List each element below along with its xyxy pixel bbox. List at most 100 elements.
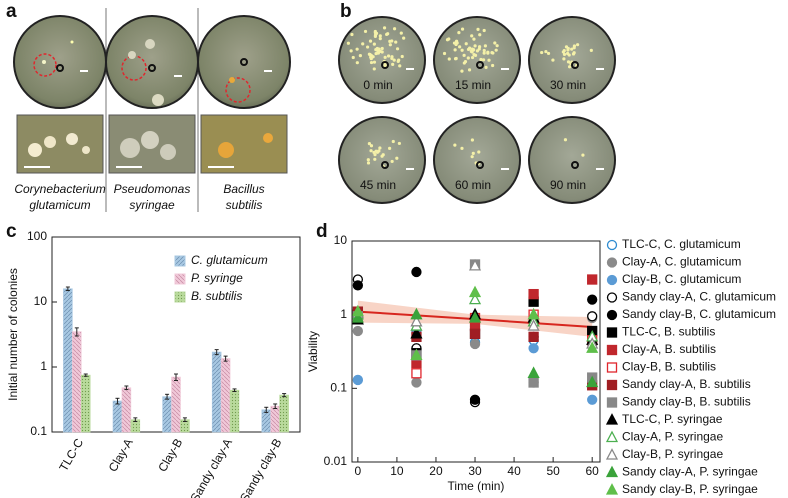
marker [351,304,364,317]
y-axis-label: Initial number of colonies [6,268,20,401]
x-tick-label: 20 [429,464,443,478]
colony [491,63,495,68]
colony [390,56,394,61]
center-mark [381,61,389,69]
legend-label: Sandy clay-B, P. syringae [622,482,758,496]
marker [351,311,364,323]
x-tick-label: Sandy clay-A [187,436,234,498]
plot-frame [351,240,601,463]
colony [572,46,576,50]
colony [391,139,395,144]
legend-marker [606,397,618,408]
panel-label: c [6,221,17,242]
dish [528,116,616,204]
marker [410,348,423,361]
colony [388,43,392,47]
error-bar [273,403,278,409]
colony [460,48,464,52]
marker [586,375,599,388]
marker [468,258,482,271]
error-bar [165,393,170,400]
error-bar [65,286,70,292]
legend-marker [606,327,618,338]
colony [380,154,384,158]
colony [470,155,474,159]
legend-label: Clay-B, B. subtilis [622,360,716,374]
legend-swatch [174,291,186,303]
dish-photo: 60 min [433,116,521,204]
legend-marker [606,292,618,303]
colony [493,41,497,45]
error-bar [174,373,178,381]
colony [355,47,359,51]
dish [433,116,521,204]
y-tick-label: 10 [34,294,48,308]
dish-photo: 15 min [433,16,521,104]
colony [388,146,392,150]
colony [395,156,399,160]
colony [490,51,494,55]
y-tick-label: 100 [27,229,47,243]
colony [540,50,544,55]
bar [279,394,289,433]
colony [462,53,466,57]
colony [581,153,585,157]
time-label: 90 min [550,178,586,192]
bar [121,387,132,433]
colony [445,38,450,42]
colony [363,29,368,34]
colony [378,37,382,41]
colony [369,60,374,65]
marker [469,328,481,339]
time-label: 45 min [360,178,396,192]
colony [551,58,555,62]
marker [527,307,540,320]
center-mark [476,161,484,169]
colony [361,42,365,46]
marker [587,274,598,285]
colony [398,64,402,68]
error-bar [282,393,287,398]
colony [369,53,374,58]
colony [390,159,394,164]
colony [546,51,551,56]
colony [487,58,491,62]
panel-label: d [316,221,328,242]
legend-marker [605,465,619,478]
legend-marker [606,309,618,321]
x-tick-label: 50 [546,464,560,478]
colony [346,41,350,45]
y-tick-label: 1 [40,359,47,373]
colony [374,48,378,52]
marker [410,314,423,327]
colony [372,60,377,64]
scale-bar [501,168,509,170]
legend-label: Sandy clay-A, P. syringae [622,465,758,479]
colony [466,56,470,60]
colony [477,150,481,154]
colony [394,40,398,44]
scale-bar [406,168,414,170]
y-tick-label: 0.1 [330,381,347,395]
center-mark [476,61,484,69]
legend-label: Clay-B, C. glutamicum [622,272,741,286]
legend-marker [605,430,619,443]
x-tick-label: 10 [390,464,404,478]
marker [528,288,539,300]
marker [468,292,482,305]
colony [470,55,475,60]
colony [366,161,371,165]
colony [566,51,570,56]
colony [566,60,571,64]
colony [374,51,378,56]
bar [220,358,231,433]
colony [483,44,487,48]
colony [373,29,377,34]
marker [411,266,422,278]
dish-photo: 0 min [338,16,426,104]
marker [410,326,423,339]
scale-bar [501,68,509,70]
colony [460,146,464,150]
marker [528,331,539,342]
marker [587,311,598,322]
